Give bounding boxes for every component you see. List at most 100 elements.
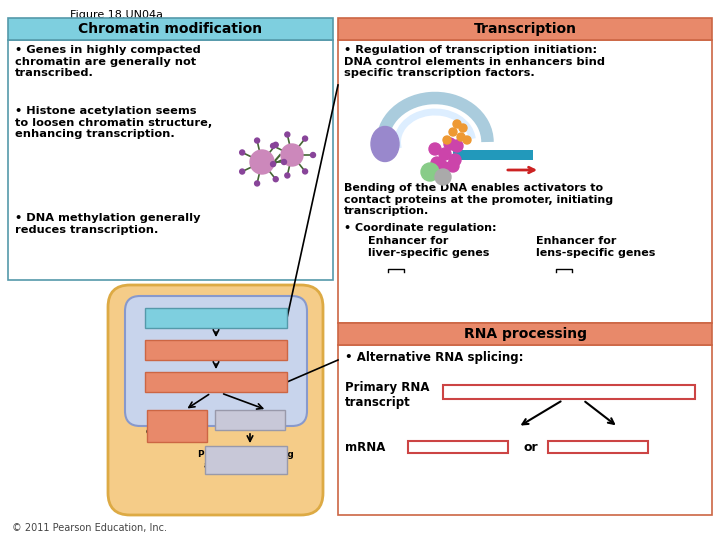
FancyBboxPatch shape	[338, 345, 712, 515]
Circle shape	[431, 157, 443, 169]
Text: Bending of the DNA enables activators to
contact proteins at the promoter, initi: Bending of the DNA enables activators to…	[344, 183, 613, 216]
Circle shape	[240, 169, 245, 174]
Text: Translation: Translation	[220, 415, 281, 425]
Circle shape	[271, 161, 276, 167]
Text: • Histone acetylation seems
to loosen chromatin structure,
enhancing transcripti: • Histone acetylation seems to loosen ch…	[15, 106, 212, 139]
Circle shape	[443, 136, 451, 144]
Text: • Coordinate regulation:: • Coordinate regulation:	[344, 223, 497, 233]
FancyBboxPatch shape	[488, 441, 508, 453]
Text: • Alternative RNA splicing:: • Alternative RNA splicing:	[345, 351, 523, 364]
Circle shape	[285, 173, 290, 178]
FancyBboxPatch shape	[539, 273, 548, 281]
FancyBboxPatch shape	[588, 441, 608, 453]
FancyBboxPatch shape	[583, 385, 611, 399]
Circle shape	[310, 152, 315, 158]
Text: RNA processing: RNA processing	[464, 327, 587, 341]
FancyBboxPatch shape	[608, 441, 628, 453]
Circle shape	[449, 128, 457, 136]
Circle shape	[421, 163, 439, 181]
FancyBboxPatch shape	[611, 385, 639, 399]
FancyBboxPatch shape	[453, 150, 533, 160]
Circle shape	[273, 177, 278, 181]
FancyBboxPatch shape	[368, 272, 424, 282]
FancyBboxPatch shape	[371, 273, 380, 281]
Text: Figure 18.UN04a: Figure 18.UN04a	[70, 10, 163, 20]
Text: Enhancer for
liver-specific genes: Enhancer for liver-specific genes	[368, 236, 490, 258]
Circle shape	[282, 159, 287, 165]
FancyBboxPatch shape	[408, 441, 428, 453]
Text: mRNA: mRNA	[345, 441, 385, 454]
Text: Primary RNA
transcript: Primary RNA transcript	[345, 381, 430, 409]
Text: mRNA
degradation: mRNA degradation	[146, 416, 208, 436]
FancyBboxPatch shape	[338, 323, 712, 345]
Circle shape	[449, 154, 461, 166]
Circle shape	[453, 120, 461, 128]
Text: Chromatin modification: Chromatin modification	[78, 22, 263, 36]
FancyBboxPatch shape	[628, 441, 648, 453]
Text: • DNA methylation generally
reduces transcription.: • DNA methylation generally reduces tran…	[15, 213, 200, 234]
FancyBboxPatch shape	[108, 285, 323, 515]
FancyBboxPatch shape	[8, 18, 333, 40]
Circle shape	[302, 169, 307, 174]
Circle shape	[439, 148, 451, 160]
Text: Transcription: Transcription	[474, 22, 577, 36]
FancyBboxPatch shape	[568, 441, 588, 453]
Text: • Genes in highly compacted
chromatin are generally not
transcribed.: • Genes in highly compacted chromatin ar…	[15, 45, 201, 78]
FancyBboxPatch shape	[145, 340, 287, 360]
Text: • Regulation of transcription initiation:
DNA control elements in enhancers bind: • Regulation of transcription initiation…	[344, 45, 605, 78]
FancyBboxPatch shape	[8, 40, 333, 280]
FancyBboxPatch shape	[448, 441, 468, 453]
FancyBboxPatch shape	[555, 385, 583, 399]
FancyBboxPatch shape	[338, 40, 712, 323]
FancyBboxPatch shape	[391, 273, 400, 281]
FancyBboxPatch shape	[559, 273, 568, 281]
FancyBboxPatch shape	[205, 446, 287, 474]
Circle shape	[240, 150, 245, 155]
Circle shape	[439, 162, 451, 174]
FancyBboxPatch shape	[147, 410, 207, 442]
FancyBboxPatch shape	[443, 385, 695, 399]
FancyBboxPatch shape	[215, 410, 285, 430]
FancyBboxPatch shape	[145, 308, 287, 328]
FancyBboxPatch shape	[411, 273, 420, 281]
FancyBboxPatch shape	[125, 296, 307, 426]
Circle shape	[429, 143, 441, 155]
Circle shape	[435, 169, 451, 185]
Circle shape	[271, 144, 276, 149]
Circle shape	[444, 138, 456, 150]
Text: Transcription: Transcription	[179, 345, 253, 355]
Text: RNA processing: RNA processing	[173, 377, 259, 387]
FancyBboxPatch shape	[401, 273, 410, 281]
FancyBboxPatch shape	[499, 385, 527, 399]
Circle shape	[447, 160, 459, 172]
Circle shape	[302, 136, 307, 141]
Circle shape	[255, 138, 260, 143]
FancyBboxPatch shape	[569, 273, 578, 281]
FancyBboxPatch shape	[548, 441, 568, 453]
FancyBboxPatch shape	[579, 273, 588, 281]
Circle shape	[451, 140, 463, 152]
FancyBboxPatch shape	[549, 273, 558, 281]
Text: Chromatin modification: Chromatin modification	[151, 313, 281, 323]
Circle shape	[459, 124, 467, 132]
Circle shape	[255, 181, 260, 186]
FancyBboxPatch shape	[667, 385, 695, 399]
FancyBboxPatch shape	[338, 18, 712, 40]
Text: or: or	[523, 441, 538, 454]
Circle shape	[463, 136, 471, 144]
Circle shape	[457, 133, 465, 141]
Circle shape	[281, 144, 303, 166]
Circle shape	[434, 158, 446, 170]
FancyBboxPatch shape	[145, 372, 287, 392]
FancyBboxPatch shape	[536, 272, 592, 282]
FancyBboxPatch shape	[381, 273, 390, 281]
Text: Protein processing
and degradation: Protein processing and degradation	[198, 450, 294, 470]
FancyBboxPatch shape	[443, 385, 471, 399]
Circle shape	[250, 150, 274, 174]
Text: Enhancer for
lens-specific genes: Enhancer for lens-specific genes	[536, 236, 655, 258]
FancyBboxPatch shape	[468, 441, 488, 453]
Circle shape	[273, 143, 278, 147]
Ellipse shape	[371, 126, 399, 161]
Text: © 2011 Pearson Education, Inc.: © 2011 Pearson Education, Inc.	[12, 523, 167, 533]
Circle shape	[285, 132, 290, 137]
